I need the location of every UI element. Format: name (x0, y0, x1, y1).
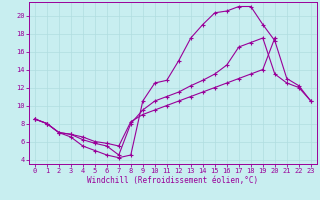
X-axis label: Windchill (Refroidissement éolien,°C): Windchill (Refroidissement éolien,°C) (87, 176, 258, 185)
